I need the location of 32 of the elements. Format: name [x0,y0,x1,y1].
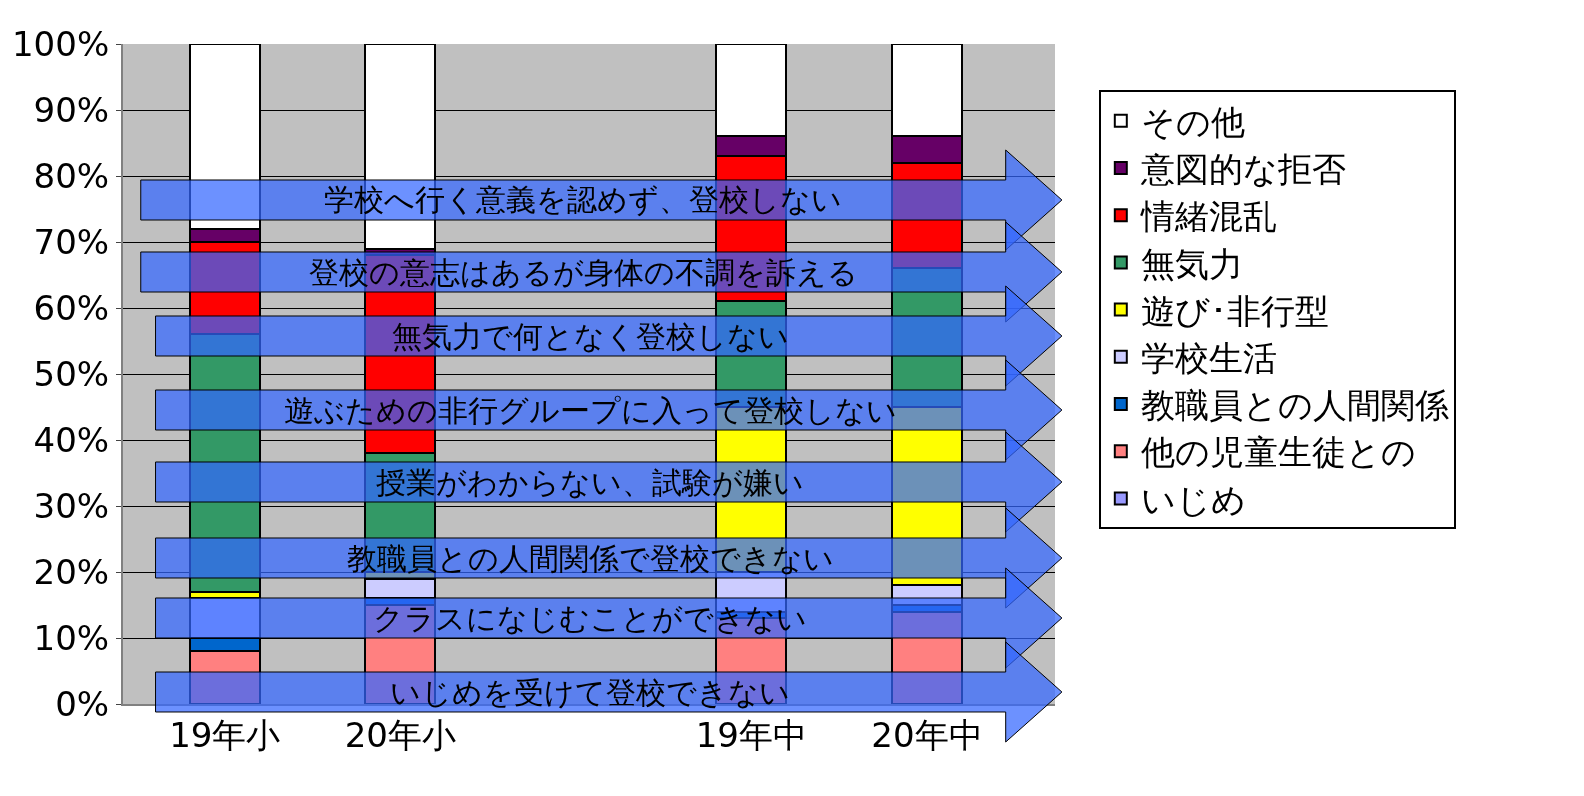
y-tick-label: 50% [33,353,110,394]
annotation: 遊ぶための非行グループに入って登校しない [284,393,897,428]
legend-label: 学校生活 [1140,338,1277,379]
legend-label: 無気力 [1140,243,1243,284]
y-tick-label: 30% [33,485,110,526]
y-tick-label: 0% [55,683,110,724]
x-tick-label: 20年小 [344,714,456,755]
y-tick-label: 80% [33,155,110,196]
legend-label: 他の児童生徒との [1140,432,1416,473]
x-tick-label: 19年中 [695,714,807,755]
y-tick-label: 20% [33,551,110,592]
annotation: いじめを受けて登校できない [390,675,790,710]
annotation: 授業がわからない、試験が嫌い [376,465,804,500]
x-tick-label: 19年小 [169,714,281,755]
annotation: 学校へ行く意義を認めず、登校しない [324,182,842,217]
legend-label: いじめ [1140,479,1246,520]
annotation: 登校の意志はあるが身体の不調を訴える [309,255,858,290]
legend-label: その他 [1140,102,1245,143]
x-tick-label: 20年中 [871,714,983,755]
y-tick-label: 10% [33,617,110,658]
annotation: 教職員との人間関係で登校できない [347,541,834,576]
y-tick-label: 100% [12,23,110,64]
legend-label: 意図的な拒否 [1139,149,1346,190]
legend-label: 遊び･非行型 [1140,290,1329,331]
annotation: 無気力で何となく登校しない [392,319,789,354]
legend-label: 教職員との人間関係 [1140,385,1449,426]
y-tick-label: 60% [33,287,110,328]
legend-label: 情緒混乱 [1139,196,1277,237]
y-tick-label: 40% [33,419,110,460]
annotation: クラスになじむことができない [373,601,807,636]
y-tick-label: 90% [33,89,110,130]
y-tick-label: 70% [33,221,110,262]
